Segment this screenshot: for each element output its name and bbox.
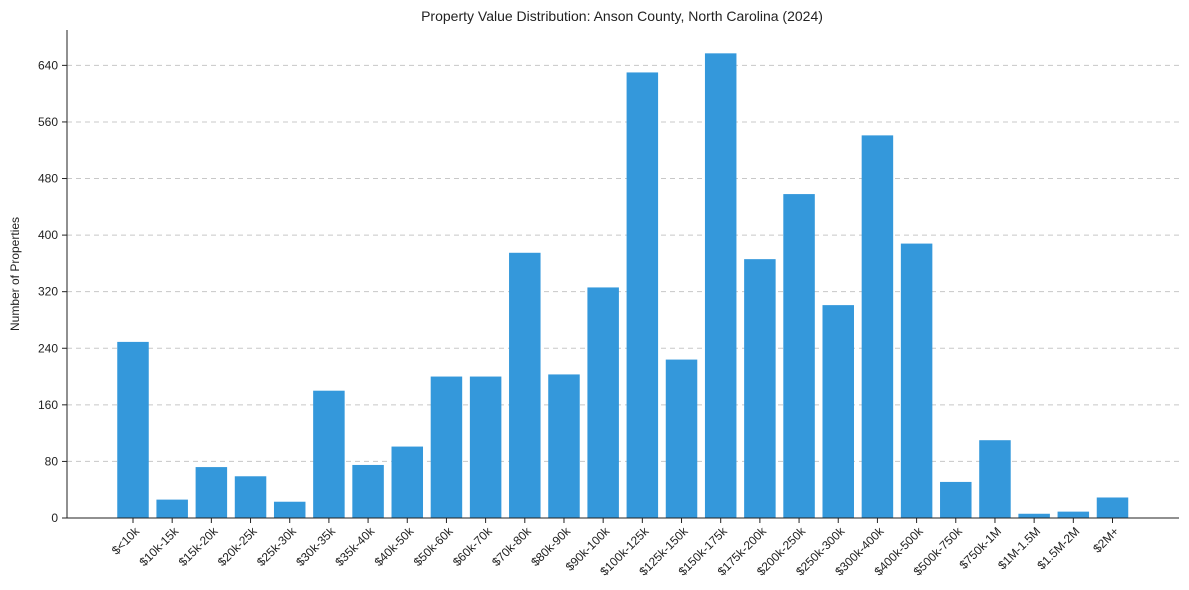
bar-12 [548, 374, 580, 518]
x-tick-label: $2M+ [1090, 524, 1121, 555]
y-tick-label: 0 [51, 511, 58, 525]
bar-26 [1096, 497, 1129, 518]
bar-14 [626, 72, 659, 518]
bar-6 [313, 390, 345, 518]
bar-5 [273, 501, 306, 518]
x-tick-label: $20k-25k [215, 524, 261, 570]
bar-19 [822, 305, 854, 518]
bar-24 [1018, 513, 1050, 518]
bar-21 [900, 243, 933, 518]
gridlines [67, 64, 1179, 462]
bar-13 [587, 287, 619, 518]
y-tick-label: 640 [38, 58, 58, 72]
bar-23 [979, 440, 1011, 518]
bars [117, 53, 1129, 519]
x-tick-label: $60k-70k [450, 524, 496, 570]
x-tick-label: $10k-15k [136, 524, 182, 570]
bar-20 [861, 135, 894, 519]
bar-8 [391, 446, 424, 518]
x-ticks: $<10k$10k-15k$15k-20k$20k-25k$25k-30k$30… [109, 518, 1122, 578]
y-tick-label: 400 [38, 228, 58, 242]
y-tick-label: 160 [38, 398, 58, 412]
x-tick-label: $50k-60k [411, 524, 457, 570]
bar-1 [117, 341, 149, 518]
x-tick-label: $<10k [109, 524, 143, 558]
bar-25 [1057, 511, 1090, 518]
x-tick-label: $25k-30k [254, 524, 300, 570]
y-tick-label: 80 [45, 454, 59, 468]
bar-2 [156, 499, 188, 518]
chart-title: Property Value Distribution: Anson Count… [421, 8, 823, 24]
y-tick-label: 320 [38, 285, 58, 299]
y-tick-label: 560 [38, 115, 58, 129]
bar-17 [744, 259, 776, 518]
bar-10 [469, 376, 502, 518]
bar-15 [665, 359, 698, 518]
x-tick-label: $35k-40k [332, 524, 378, 570]
y-ticks: 0 80 160 240 320 400 480 560 640 [38, 58, 67, 525]
x-tick-label: $30k-35k [293, 524, 339, 570]
x-tick-label: $40k-50k [372, 524, 418, 570]
y-axis-title: Number of Properties [8, 217, 22, 331]
x-tick-label: $15k-20k [176, 524, 222, 570]
y-tick-label: 480 [38, 172, 58, 186]
bar-9 [430, 376, 463, 518]
y-tick-label: 240 [38, 341, 58, 355]
bar-4 [234, 476, 267, 518]
bar-7 [352, 464, 384, 518]
axes [66, 30, 1179, 519]
x-tick-label: $70k-80k [489, 524, 535, 570]
x-tick-label: $1.5M-2M [1034, 524, 1082, 572]
bar-16 [704, 53, 737, 518]
bar-22 [940, 481, 972, 518]
bar-11 [509, 252, 541, 519]
bar-18 [783, 194, 815, 518]
bar-3 [195, 467, 228, 518]
